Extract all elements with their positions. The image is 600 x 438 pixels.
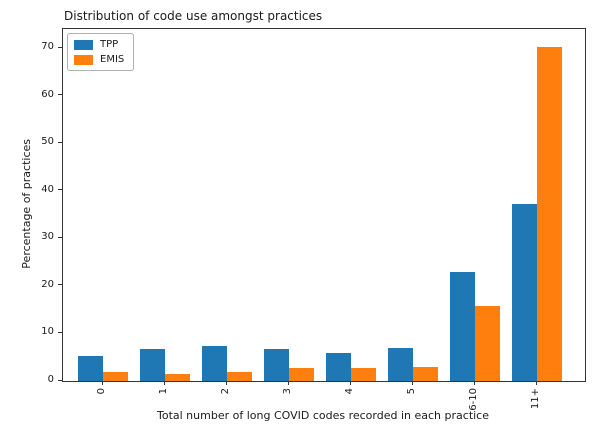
bar-tpp-1	[140, 348, 165, 381]
legend-swatch-emis	[74, 54, 93, 65]
ytick-label-0: 0	[47, 374, 54, 385]
bar-tpp-4	[326, 352, 351, 381]
xtick-mark-3	[288, 381, 289, 385]
bar-tpp-2	[202, 345, 227, 381]
xtick-label-0: 0	[96, 388, 107, 395]
ytick-mark-0	[58, 379, 62, 381]
xtick-mark-11-	[536, 381, 537, 385]
bar-emis-6-10	[475, 305, 500, 381]
xtick-mark-4	[350, 381, 351, 385]
bar-tpp-0	[78, 355, 103, 381]
xtick-label-1: 1	[158, 388, 169, 395]
ytick-label-60: 60	[41, 88, 54, 100]
bar-emis-11-	[537, 46, 562, 381]
xtick-label-5: 5	[406, 388, 417, 395]
ytick-label-10: 10	[41, 326, 54, 338]
x-axis-label: Total number of long COVID codes recorde…	[157, 409, 489, 422]
xtick-label-2: 2	[220, 388, 231, 395]
ytick-mark-30	[58, 236, 62, 238]
ytick-mark-10	[58, 331, 62, 333]
ytick-mark-60	[58, 94, 62, 96]
legend-swatch-tpp	[74, 39, 93, 50]
legend-row-emis: EMIS	[74, 54, 124, 65]
bar-tpp-11-	[512, 203, 537, 381]
bar-tpp-3	[264, 348, 289, 381]
xtick-mark-5	[412, 381, 413, 385]
legend: TPP EMIS	[67, 33, 135, 71]
chart-title: Distribution of code use amongst practic…	[64, 9, 323, 23]
ytick-mark-50	[58, 141, 62, 143]
ytick-mark-20	[58, 284, 62, 286]
xtick-mark-0	[102, 381, 103, 385]
bar-emis-2	[227, 371, 252, 381]
xtick-label-4: 4	[344, 388, 355, 395]
plot-area: TPP EMIS	[62, 28, 586, 382]
y-axis-label-text: Percentage of practices	[19, 139, 33, 269]
xtick-mark-6-10	[474, 381, 475, 385]
xtick-label-11-: 11+	[530, 388, 541, 410]
legend-label-emis: EMIS	[100, 54, 125, 65]
legend-label-tpp: TPP	[100, 39, 119, 50]
ytick-label-70: 70	[41, 41, 54, 53]
xtick-label-6-10: 6-10	[468, 388, 479, 411]
bar-tpp-5	[388, 348, 413, 381]
legend-row-tpp: TPP	[74, 39, 124, 50]
ytick-label-30: 30	[41, 231, 54, 243]
y-axis-label: Percentage of practices	[19, 129, 33, 279]
xtick-mark-1	[164, 381, 165, 385]
xtick-mark-2	[226, 381, 227, 385]
ytick-label-50: 50	[41, 136, 54, 148]
bar-emis-4	[351, 367, 376, 381]
xtick-label-3: 3	[282, 388, 293, 395]
ytick-mark-70	[58, 46, 62, 48]
bar-emis-0	[103, 371, 128, 381]
ytick-mark-40	[58, 189, 62, 191]
ytick-label-20: 20	[41, 278, 54, 290]
ytick-label-40: 40	[41, 183, 54, 195]
bar-emis-3	[289, 367, 314, 381]
bar-emis-1	[165, 374, 190, 381]
bar-tpp-6-10	[450, 271, 475, 381]
bar-emis-5	[413, 366, 438, 381]
